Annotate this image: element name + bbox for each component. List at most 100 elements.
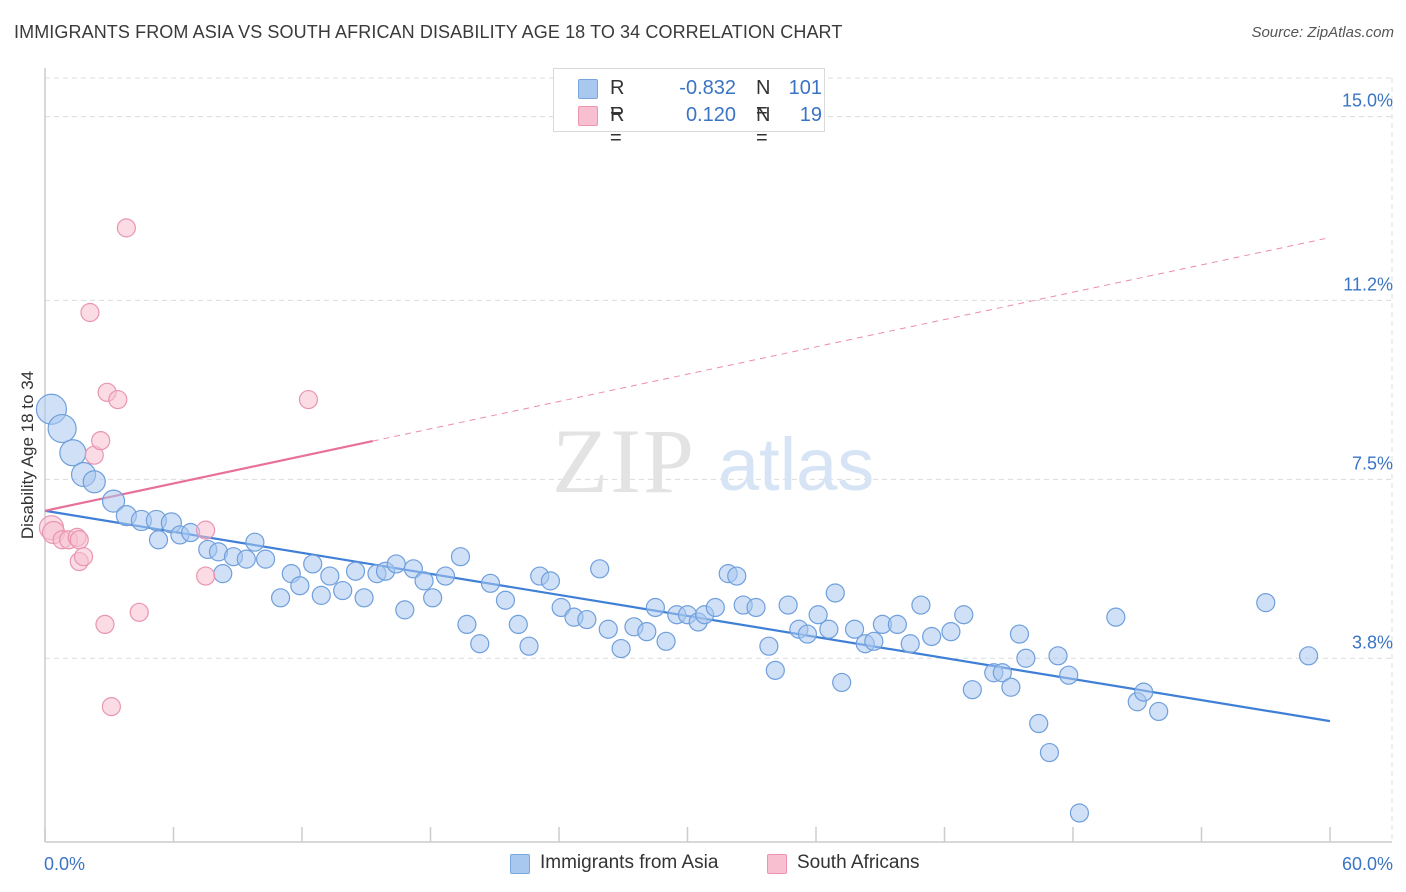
series-label-asia: Immigrants from Asia <box>540 852 719 873</box>
data-point-asia <box>311 585 331 605</box>
trend-line-south-africans <box>44 440 373 512</box>
data-point-asia <box>1048 646 1068 666</box>
data-point-asia <box>423 588 443 608</box>
x-tick-label: 60.0% <box>1342 854 1393 874</box>
data-point-asia <box>386 554 406 574</box>
data-point-asia <box>941 622 961 642</box>
data-point-asia <box>148 530 169 550</box>
data-point-south-africans <box>196 566 216 586</box>
data-point-asia <box>705 597 725 618</box>
data-point-asia <box>1016 648 1036 668</box>
data-point-asia <box>403 559 423 579</box>
data-point-asia <box>887 614 907 635</box>
data-point-asia <box>727 566 747 586</box>
data-point-asia <box>519 636 539 656</box>
watermark-zip: ZIP <box>552 410 696 512</box>
data-point-asia <box>1149 701 1169 722</box>
legend-n-label: N = <box>756 77 771 122</box>
data-point-asia <box>59 439 87 467</box>
data-point-south-africans <box>298 389 319 410</box>
grid-lines <box>45 77 1393 842</box>
data-point-asia <box>1069 803 1090 823</box>
data-point-asia <box>825 583 845 603</box>
source-label: Source: ZipAtlas.com <box>1251 24 1394 41</box>
data-point-asia <box>270 588 291 608</box>
data-point-asia <box>1059 665 1079 685</box>
watermark-atlas: atlas <box>718 423 874 506</box>
data-point-asia <box>1256 593 1276 613</box>
data-point-asia <box>962 680 982 700</box>
data-point-asia <box>992 663 1012 683</box>
axes <box>44 68 1392 843</box>
data-point-asia <box>508 614 528 635</box>
data-point-asia <box>395 600 415 620</box>
data-points <box>35 218 1319 823</box>
data-point-asia <box>320 566 340 586</box>
data-point-asia <box>47 413 77 444</box>
data-point-asia <box>598 619 618 639</box>
data-point-asia <box>1009 624 1030 644</box>
data-point-asia <box>495 590 516 610</box>
legend-r-value: -0.832 <box>679 77 736 99</box>
data-point-asia <box>414 571 434 591</box>
y-tick-label: 7.5% <box>1352 453 1393 473</box>
data-point-asia <box>345 561 366 581</box>
data-point-asia <box>611 638 631 659</box>
y-tick-label: 15.0% <box>1342 91 1393 111</box>
data-point-asia <box>765 660 785 680</box>
data-point-asia <box>470 634 490 654</box>
data-point-south-africans <box>95 614 115 635</box>
data-point-asia <box>954 605 974 625</box>
data-point-asia <box>82 470 106 494</box>
data-point-asia <box>911 595 931 615</box>
data-point-asia <box>797 624 818 644</box>
data-point-asia <box>333 580 353 601</box>
legend-r-label: R = <box>610 77 625 122</box>
data-point-asia <box>236 549 256 569</box>
data-point-asia <box>645 597 665 618</box>
data-point-asia <box>1029 713 1049 734</box>
data-point-asia <box>435 566 456 586</box>
data-point-south-africans <box>101 697 121 717</box>
y-tick-label: 3.8% <box>1352 632 1393 652</box>
data-point-asia <box>590 559 610 579</box>
data-point-south-africans <box>129 602 149 622</box>
legend-swatch-south-africans <box>578 106 598 126</box>
trend-line-south-africans-extension <box>372 237 1331 442</box>
data-point-asia <box>844 619 865 639</box>
legend-r-value: 0.120 <box>685 104 736 126</box>
legend-n-value: 19 <box>799 104 822 126</box>
data-point-asia <box>255 549 276 569</box>
data-point-asia <box>808 605 828 625</box>
data-point-asia <box>900 634 920 654</box>
data-point-asia <box>101 489 126 513</box>
data-point-asia <box>656 631 676 651</box>
legend-n-label: N = <box>756 104 771 149</box>
x-tick-label: 0.0% <box>44 854 85 874</box>
data-point-asia <box>759 636 779 656</box>
data-point-asia <box>1039 742 1060 763</box>
data-point-south-africans <box>91 431 111 451</box>
data-point-asia <box>540 571 561 591</box>
data-point-asia <box>637 622 657 642</box>
data-point-asia <box>1298 646 1319 666</box>
series-swatch-asia <box>510 854 530 874</box>
data-point-south-africans <box>108 389 128 410</box>
legend-swatch-asia <box>578 79 598 99</box>
data-point-asia <box>290 576 310 596</box>
series-label-south-africans: South Africans <box>797 852 920 873</box>
data-point-asia <box>354 588 374 608</box>
data-point-south-africans <box>196 520 216 540</box>
legend-n-value: 101 <box>788 77 822 99</box>
correlation-legend: R = -0.832 N = 101 R = 0.120 N = 19 <box>553 68 825 149</box>
data-point-asia <box>778 595 798 615</box>
data-point-south-africans <box>69 530 89 550</box>
data-point-asia <box>746 597 766 618</box>
series-swatch-south-africans <box>767 854 787 874</box>
data-point-asia <box>1106 607 1126 627</box>
data-point-asia <box>819 619 839 639</box>
data-point-asia <box>303 554 323 574</box>
data-point-asia <box>450 547 471 567</box>
data-point-asia <box>577 609 597 630</box>
